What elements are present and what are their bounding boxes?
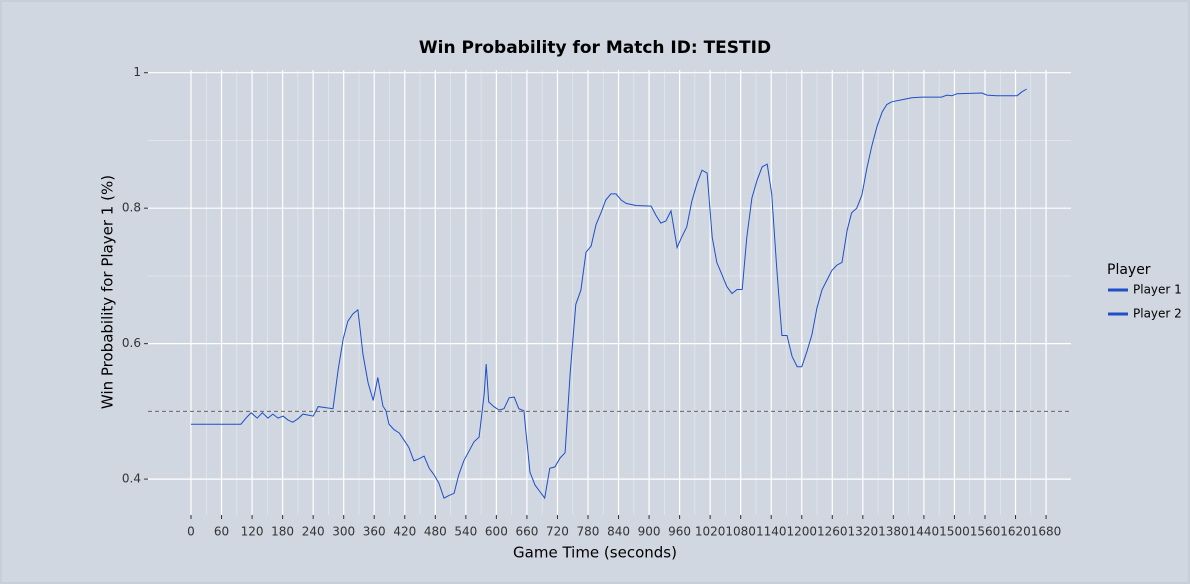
x-tick-label: 1140 <box>756 525 787 539</box>
x-tick-label: 180 <box>271 525 294 539</box>
x-tick-label: 660 <box>515 525 538 539</box>
y-tick-label: 0.6 <box>122 336 141 350</box>
x-tick-label: 1500 <box>939 525 970 539</box>
x-tick-label: 900 <box>638 525 661 539</box>
x-axis-label: Game Time (seconds) <box>513 544 677 562</box>
x-tick-label: 600 <box>485 525 508 539</box>
x-tick-label: 0 <box>187 525 195 539</box>
x-tick-label: 420 <box>393 525 416 539</box>
x-tick-label: 1200 <box>786 525 817 539</box>
chart-title: Win Probability for Match ID: TESTID <box>419 38 771 58</box>
x-tick-label: 1620 <box>1000 525 1031 539</box>
x-tick-label: 120 <box>241 525 264 539</box>
y-axis-label: Win Probability for Player 1 (%) <box>99 175 117 409</box>
x-tick-label: 540 <box>454 525 477 539</box>
x-tick-label: 1020 <box>695 525 726 539</box>
x-tick-label: 300 <box>332 525 355 539</box>
x-tick-label: 1560 <box>970 525 1001 539</box>
x-tick-label: 960 <box>668 525 691 539</box>
x-tick-label: 1440 <box>909 525 940 539</box>
y-tick-label: 0.4 <box>122 472 141 486</box>
y-tick-label: 1 <box>133 65 141 79</box>
x-tick-label: 480 <box>424 525 447 539</box>
x-tick-label: 1380 <box>878 525 909 539</box>
legend-title: Player <box>1107 262 1151 278</box>
x-tick-label: 1680 <box>1031 525 1062 539</box>
x-tick-label: 840 <box>607 525 630 539</box>
x-tick-label: 360 <box>363 525 386 539</box>
data-line <box>191 88 1027 500</box>
x-tick-label: 1320 <box>848 525 879 539</box>
x-tick-label: 1260 <box>817 525 848 539</box>
legend-label: Player 1 <box>1133 283 1182 297</box>
y-tick-label: 0.8 <box>122 201 141 215</box>
x-tick-label: 780 <box>577 525 600 539</box>
x-tick-label: 720 <box>546 525 569 539</box>
legend-label: Player 2 <box>1133 307 1182 321</box>
x-tick-label: 1080 <box>725 525 756 539</box>
x-tick-label: 60 <box>214 525 229 539</box>
x-tick-label: 240 <box>302 525 325 539</box>
